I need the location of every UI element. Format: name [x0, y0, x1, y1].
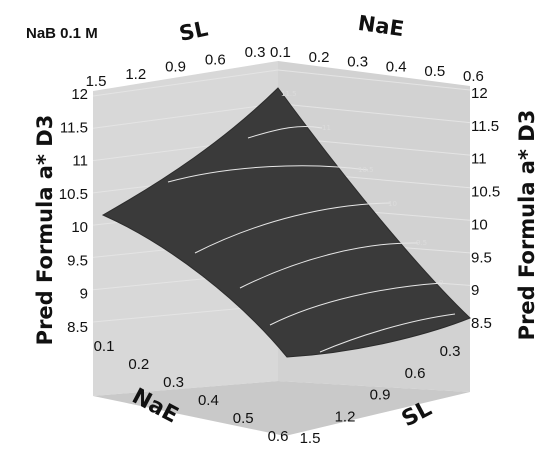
y-tick-bottom: 1.5	[300, 430, 321, 447]
contour-label: 11	[322, 124, 331, 132]
z-tick-left: 9	[80, 286, 88, 303]
y-axis-title-top: SL	[177, 16, 210, 45]
z-tick-right: 12	[471, 85, 488, 102]
grid-line	[277, 69, 471, 91]
x-tick-bottom: 0.2	[128, 356, 149, 373]
x-tick-top: 0.2	[309, 49, 330, 66]
x-tick-top: 0.5	[424, 63, 445, 80]
y-tick-top: 0.9	[165, 59, 186, 76]
y-tick-bottom: 0.9	[370, 387, 391, 404]
z-tick-left: 11	[72, 153, 88, 170]
contour-label: 9.5	[416, 239, 427, 247]
z-tick-left: 8.5	[67, 319, 88, 336]
x-tick-top: 0.1	[270, 44, 291, 61]
x-tick-top: 0.3	[347, 54, 368, 71]
x-tick-top: 0.6	[463, 68, 484, 85]
y-tick-bottom: 0.6	[405, 365, 426, 382]
x-tick-bottom: 0.3	[163, 374, 184, 391]
z-tick-right: 10	[471, 216, 488, 233]
z-tick-left: 10	[71, 219, 88, 236]
chart-title: NaB 0.1 M	[26, 25, 98, 42]
contour-label: 10	[388, 200, 397, 208]
z-axis-label-left: Pred Formula a* D3	[33, 115, 57, 346]
x-tick-bottom: 0.4	[198, 392, 219, 409]
y-tick-bottom: 1.2	[335, 408, 356, 425]
x-tick-bottom: 0.1	[94, 338, 115, 355]
y-tick-bottom: 0.3	[440, 343, 461, 360]
x-axis-title-top: NaE	[356, 11, 405, 41]
grid-line	[277, 103, 471, 124]
z-tick-right: 8.5	[471, 315, 492, 332]
z-tick-left: 10.5	[59, 186, 88, 203]
z-tick-right: 11.5	[471, 118, 499, 135]
z-tick-left: 9.5	[67, 252, 88, 269]
floor	[93, 381, 470, 436]
z-tick-left: 11.5	[60, 119, 88, 136]
z-tick-left: 12	[71, 86, 88, 103]
y-tick-top: 1.2	[125, 66, 146, 83]
x-tick-bottom: 0.6	[268, 428, 289, 445]
y-tick-top: 0.3	[245, 44, 266, 61]
z-tick-right: 9.5	[471, 249, 492, 266]
grid-line	[92, 103, 279, 129]
response-surface	[101, 87, 471, 358]
z-axis-label-right: Pred Formula a* D3	[515, 110, 539, 341]
y-tick-top: 1.5	[86, 73, 107, 90]
grid-line	[92, 69, 279, 97]
z-tick-right: 9	[471, 282, 479, 299]
contour-lines	[167, 125, 456, 353]
z-tick-right: 10.5	[471, 184, 500, 201]
contour-label: 11.5	[281, 90, 297, 98]
contour-label: 9	[439, 279, 443, 287]
x-tick-bottom: 0.5	[233, 410, 254, 427]
z-tick-right: 11	[471, 151, 487, 168]
contour-label: 10.5	[358, 166, 374, 174]
y-tick-top: 0.6	[205, 51, 226, 68]
x-tick-top: 0.4	[386, 58, 407, 75]
